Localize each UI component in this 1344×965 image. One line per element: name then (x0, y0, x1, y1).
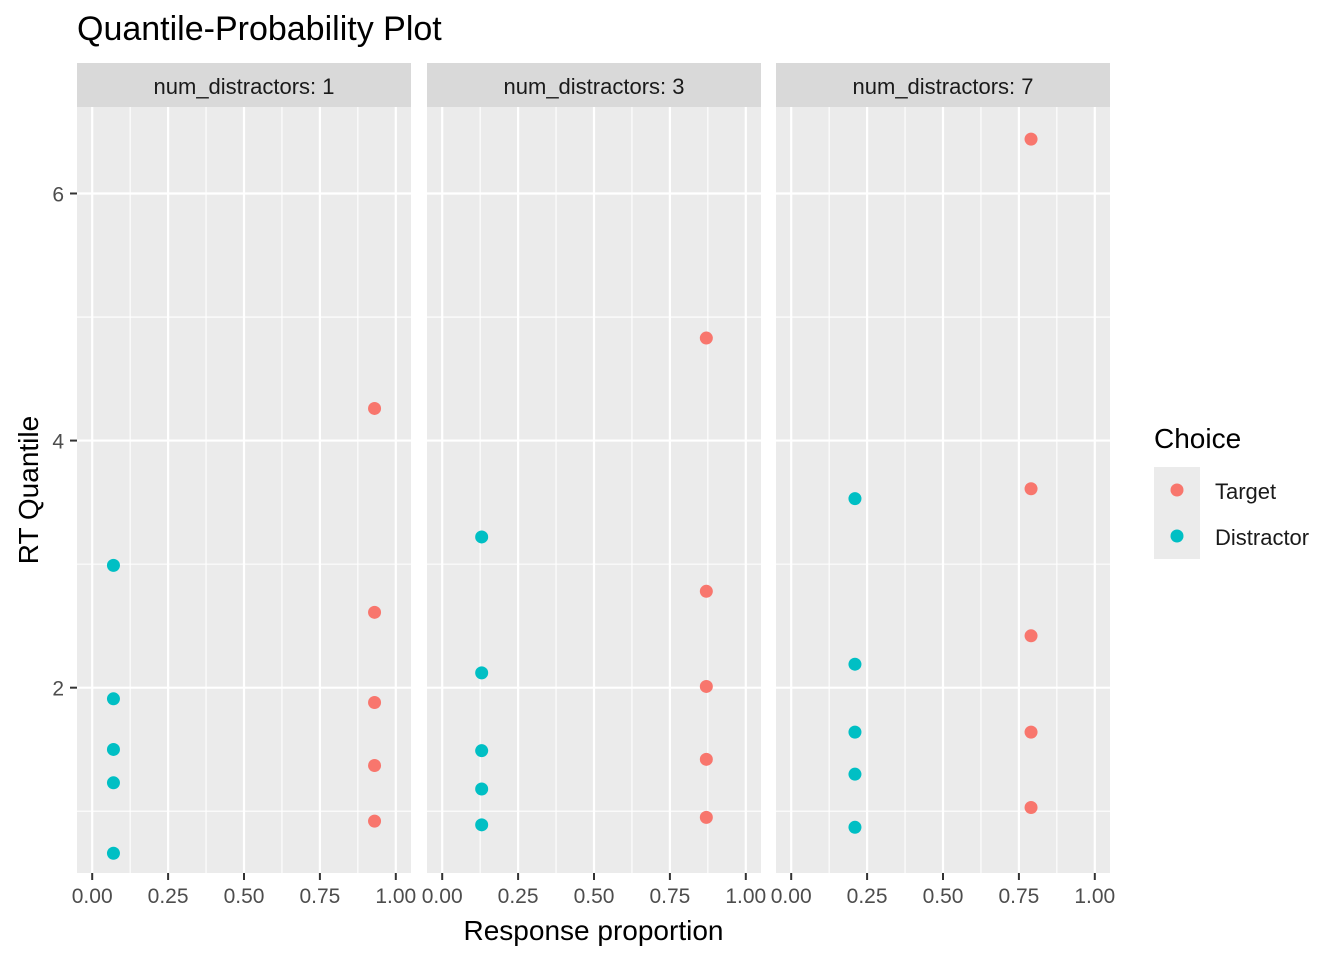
x-tick-label: 0.50 (923, 885, 964, 908)
x-tick-label: 1.00 (1074, 885, 1115, 908)
x-tick-label: 1.00 (375, 885, 416, 908)
facet-panel: num_distractors: 1 0.00 0.25 0.50 0.75 1.00 (72, 63, 416, 908)
target-point (368, 402, 381, 415)
y-axis: 2 4 6 (52, 183, 77, 700)
y-axis-label: RT Quantile (13, 416, 44, 564)
target-point (700, 811, 713, 824)
target-point (368, 606, 381, 619)
facet-panel: num_distractors: 3 0.00 0.25 0.50 0.75 1.00 (422, 63, 766, 908)
target-point (1025, 726, 1038, 739)
distractor-point (848, 492, 861, 505)
x-tick-label: 0.00 (422, 885, 463, 908)
distractor-point (107, 559, 120, 572)
distractor-point (848, 658, 861, 671)
distractor-point (848, 726, 861, 739)
distractor-point (848, 821, 861, 834)
facet-panel: num_distractors: 7 0.00 0.25 0.50 0.75 1.00 (771, 63, 1115, 908)
legend: Choice Target Distractor (1154, 423, 1309, 559)
x-tick-label: 0.75 (998, 885, 1039, 908)
x-tick-label: 0.25 (498, 885, 539, 908)
x-axis-label: Response proportion (464, 915, 724, 946)
target-point (700, 585, 713, 598)
facet-strip-label: num_distractors: 3 (504, 74, 685, 99)
target-point (368, 759, 381, 772)
x-tick-label: 0.75 (649, 885, 690, 908)
distractor-point (107, 692, 120, 705)
distractor-point (107, 743, 120, 756)
distractor-point (475, 530, 488, 543)
distractor-point (848, 768, 861, 781)
chart-title: Quantile-Probability Plot (77, 10, 442, 48)
distractor-point (475, 782, 488, 795)
qp-chart: Quantile-Probability Plot Response propo… (0, 0, 1344, 960)
x-tick-label: 0.75 (299, 885, 340, 908)
x-tick-label: 0.25 (148, 885, 189, 908)
legend-key-target (1171, 484, 1184, 497)
x-tick-label: 0.00 (72, 885, 113, 908)
legend-key-background (1154, 467, 1200, 559)
x-tick-label: 1.00 (725, 885, 766, 908)
target-point (1025, 801, 1038, 814)
y-tick-label: 2 (52, 678, 64, 701)
target-point (700, 680, 713, 693)
legend-key-distractor (1171, 530, 1184, 543)
distractor-point (475, 666, 488, 679)
x-tick-label: 0.25 (847, 885, 888, 908)
target-point (700, 753, 713, 766)
target-point (700, 332, 713, 345)
distractor-point (107, 776, 120, 789)
distractor-point (475, 818, 488, 831)
facet-strip-label: num_distractors: 7 (853, 74, 1034, 99)
legend-title: Choice (1154, 423, 1241, 454)
target-point (368, 815, 381, 828)
x-tick-label: 0.50 (224, 885, 265, 908)
x-tick-label: 0.50 (574, 885, 615, 908)
y-tick-label: 4 (52, 431, 64, 454)
facet-panels: num_distractors: 10.00 0.25 0.50 0.75 1.00nu… (72, 63, 1115, 908)
target-point (1025, 133, 1038, 146)
target-point (1025, 629, 1038, 642)
target-point (1025, 482, 1038, 495)
y-tick-label: 6 (52, 183, 64, 206)
facet-strip-label: num_distractors: 1 (154, 74, 335, 99)
legend-label-target: Target (1215, 479, 1276, 504)
distractor-point (475, 744, 488, 757)
distractor-point (107, 847, 120, 860)
legend-label-distractor: Distractor (1215, 525, 1309, 550)
x-tick-label: 0.00 (771, 885, 812, 908)
target-point (368, 696, 381, 709)
